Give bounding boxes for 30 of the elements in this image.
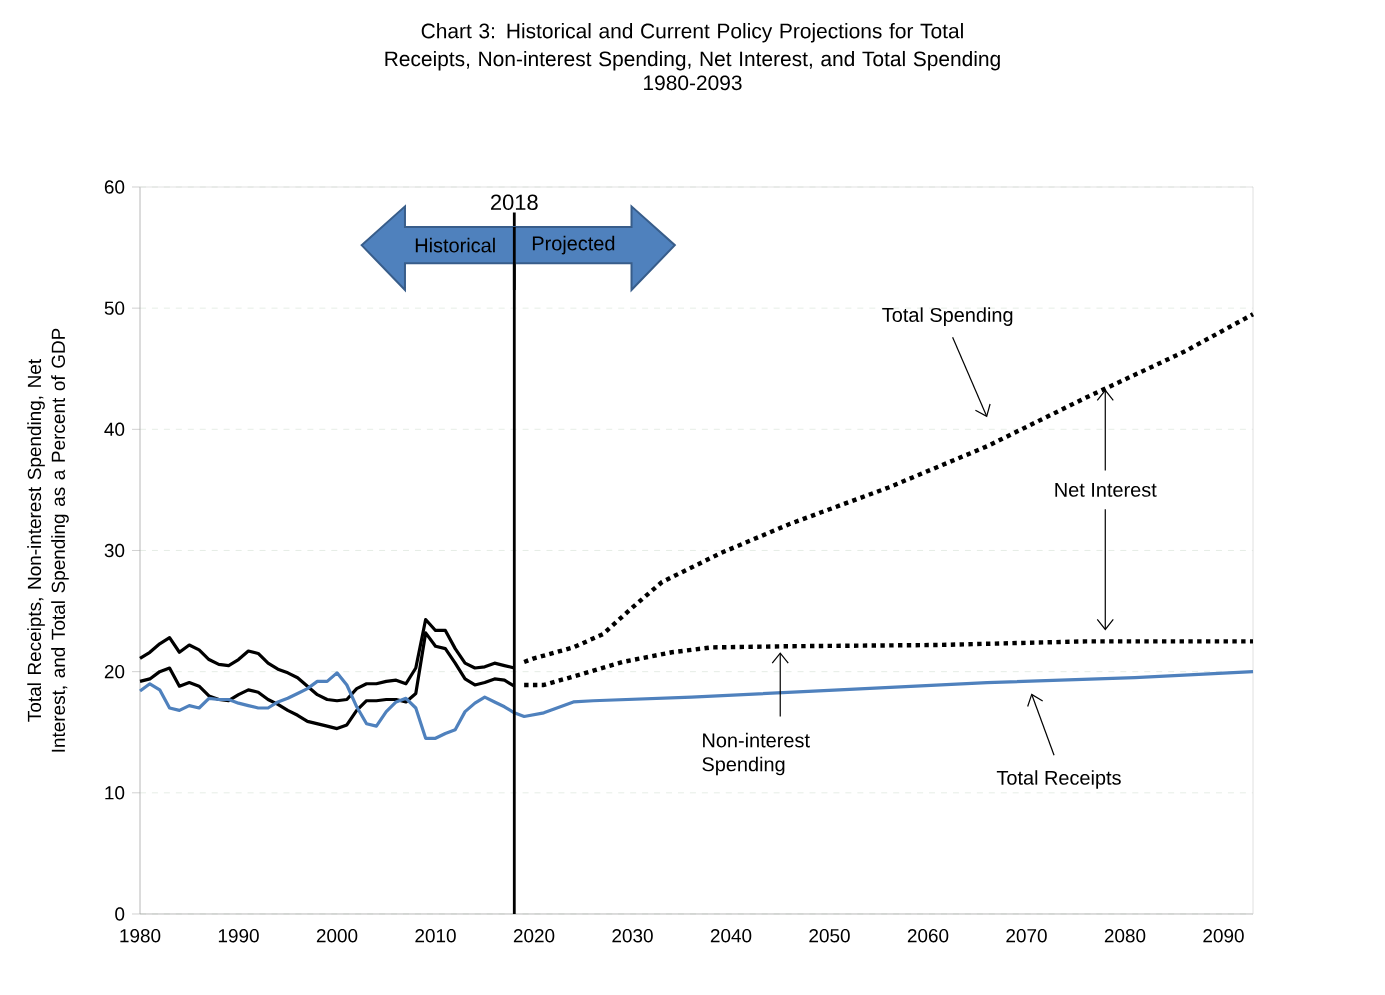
x-tick-label: 2030 bbox=[612, 929, 653, 943]
annotation: Total Spending bbox=[882, 307, 1013, 326]
x-tick-label: 2020 bbox=[513, 929, 555, 943]
x-tick-label: 2080 bbox=[1104, 929, 1146, 943]
x-tick-label: 2000 bbox=[316, 929, 358, 943]
ref-line-label: 2018 bbox=[491, 194, 538, 211]
y-tick-label: 20 bbox=[104, 664, 125, 679]
x-tick-label: 1980 bbox=[120, 929, 161, 943]
annotation: Historical bbox=[415, 237, 495, 253]
annotation: Net Interest bbox=[1055, 482, 1157, 497]
x-tick-label: 2050 bbox=[809, 929, 850, 943]
x-tick-label: 2060 bbox=[907, 929, 949, 943]
x-tick-label: 2090 bbox=[1203, 929, 1244, 943]
x-tick-label: 2070 bbox=[1006, 929, 1047, 943]
x-tick-label: 2040 bbox=[710, 929, 752, 943]
y-tick-label: 40 bbox=[104, 422, 125, 437]
x-tick-label: 2010 bbox=[415, 929, 456, 943]
chart-subtitle: 1980-2093 bbox=[644, 75, 742, 91]
y-axis-title: Total Receipts, Non-interest Spending, Net Interest, and Total Spending as a Percent of GDP bbox=[27, 328, 69, 752]
x-tick-label: 1990 bbox=[218, 929, 259, 943]
y-tick-label: 50 bbox=[104, 301, 125, 315]
y-tick-label: 0 bbox=[115, 907, 125, 921]
y-tick-label: 30 bbox=[104, 543, 125, 558]
line-series bbox=[521, 639, 1256, 688]
y-tick-label: 10 bbox=[105, 786, 125, 800]
annotation: Total Receipts bbox=[996, 770, 1121, 789]
chart-title: Chart 3: Historical and Current Policy Projections for Total Receipts, Non-interest Spending, Net Interest, and Total Spending bbox=[385, 23, 1000, 71]
annotation: Non-interest Spending bbox=[702, 732, 810, 776]
annotation: Projected bbox=[532, 235, 615, 255]
y-tick-label: 60 bbox=[104, 180, 125, 194]
